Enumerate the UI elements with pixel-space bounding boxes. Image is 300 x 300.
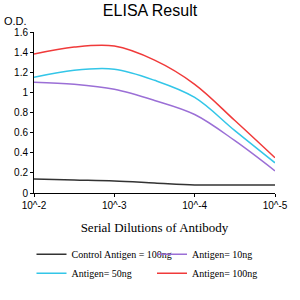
svg-text:1: 1 [22, 87, 28, 98]
svg-text:Serial Dilutions of Antibody: Serial Dilutions of Antibody [81, 220, 229, 235]
svg-text:Antigen= 50ng: Antigen= 50ng [72, 268, 132, 279]
svg-text:1.4: 1.4 [14, 47, 28, 58]
svg-text:0: 0 [22, 188, 28, 199]
svg-text:10^-3: 10^-3 [102, 200, 127, 211]
svg-text:O.D.: O.D. [4, 15, 27, 27]
svg-text:0.6: 0.6 [14, 127, 28, 138]
svg-text:Antigen= 100ng: Antigen= 100ng [192, 268, 257, 279]
svg-text:0.8: 0.8 [14, 107, 28, 118]
svg-text:Antigen= 10ng: Antigen= 10ng [192, 249, 252, 260]
svg-text:1.2: 1.2 [14, 67, 28, 78]
svg-text:0.2: 0.2 [14, 167, 28, 178]
svg-text:10^-2: 10^-2 [22, 200, 47, 211]
svg-text:10^-5: 10^-5 [263, 200, 288, 211]
svg-text:ELISA Result: ELISA Result [103, 2, 198, 19]
svg-text:1.6: 1.6 [14, 27, 28, 38]
svg-text:0.4: 0.4 [14, 147, 28, 158]
svg-text:Control Antigen = 100ng: Control Antigen = 100ng [72, 249, 172, 260]
svg-text:10^-4: 10^-4 [182, 200, 207, 211]
